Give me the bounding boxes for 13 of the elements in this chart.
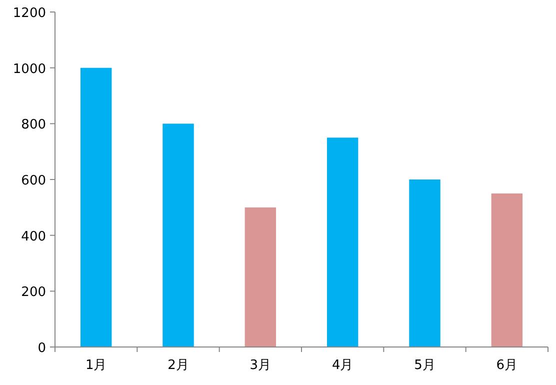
y-tick-label: 1200 (12, 6, 46, 21)
x-tick-label: 1月 (85, 358, 107, 373)
x-tick-label: 6月 (496, 358, 518, 373)
y-tick-label: 200 (21, 285, 46, 300)
x-tick-label: 5月 (414, 358, 436, 373)
y-tick-label: 0 (38, 341, 46, 356)
y-tick-label: 1000 (12, 62, 46, 77)
x-tick-label: 3月 (250, 358, 272, 373)
y-tick-label: 600 (21, 174, 46, 188)
y-tick-label: 400 (21, 229, 46, 244)
x-tick-label: 2月 (168, 358, 189, 373)
y-tick-label: 800 (21, 118, 46, 133)
x-tick-label: 4月 (332, 358, 354, 373)
